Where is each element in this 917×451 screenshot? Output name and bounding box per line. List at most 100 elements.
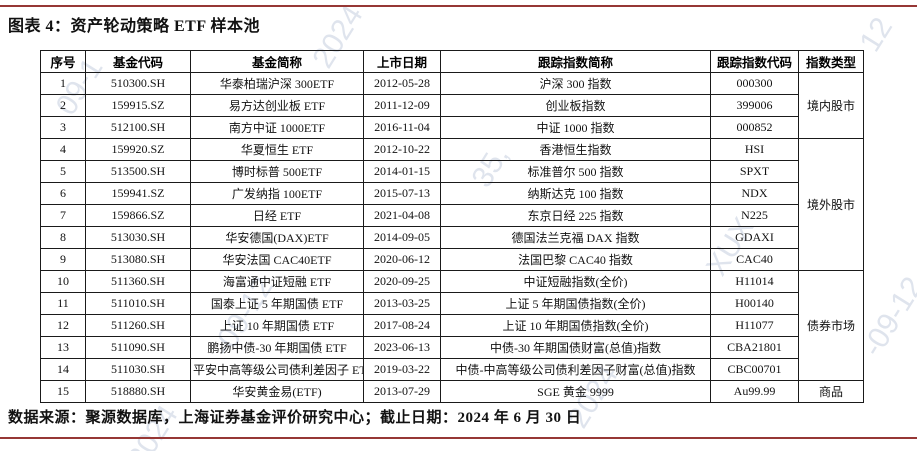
listing-date-cell: 2011-12-09 xyxy=(363,94,441,117)
fund-name-cell: 博时标普 500ETF xyxy=(190,160,364,183)
fund-name-cell: 华泰柏瑞沪深 300ETF xyxy=(190,72,364,95)
listing-date-cell: 2021-04-08 xyxy=(363,204,441,227)
index-code-cell: Au99.99 xyxy=(710,380,799,403)
table-row: 2 159915.SZ 易方达创业板 ETF 2011-12-09 创业板指数 39900… xyxy=(40,94,864,117)
index-name-cell: 东京日经 225 指数 xyxy=(440,204,711,227)
row-no-cell: 8 xyxy=(40,226,86,249)
index-code-cell: H11014 xyxy=(710,270,799,293)
listing-date-cell: 2015-07-13 xyxy=(363,182,441,205)
table-row: 5 513500.SH 博时标普 500ETF 2014-01-15 标准普尔 500 … xyxy=(40,160,864,183)
fund-name-cell: 易方达创业板 ETF xyxy=(190,94,364,117)
index-name-cell: 香港恒生指数 xyxy=(440,138,711,161)
index-type-cell: 商品 xyxy=(798,380,864,403)
etf-sample-pool-table: 序号 基金代码 基金简称 上市日期 跟踪指数简称 跟踪指数代码 指数类型 1 510300.S… xyxy=(40,50,864,403)
index-name-cell: 法国巴黎 CAC40 指数 xyxy=(440,248,711,271)
index-name-cell: 中证 1000 指数 xyxy=(440,116,711,139)
figure-title: 图表 4：资产轮动策略 ETF 样本池 xyxy=(8,18,261,35)
row-no-cell: 4 xyxy=(40,138,86,161)
watermark-text: -09-12 xyxy=(855,271,917,363)
row-no-cell: 11 xyxy=(40,292,86,315)
index-type-cell: 境内股市 xyxy=(798,72,864,139)
row-no-cell: 3 xyxy=(40,116,86,139)
index-code-cell: CBA21801 xyxy=(710,336,799,359)
row-no-cell: 5 xyxy=(40,160,86,183)
index-name-cell: 纳斯达克 100 指数 xyxy=(440,182,711,205)
fund-code-cell: 513030.SH xyxy=(85,226,191,249)
index-name-cell: 标准普尔 500 指数 xyxy=(440,160,711,183)
index-name-cell: 沪深 300 指数 xyxy=(440,72,711,95)
column-header: 指数类型 xyxy=(798,50,864,73)
index-code-cell: CBC00701 xyxy=(710,358,799,381)
column-header: 跟踪指数简称 xyxy=(440,50,711,73)
fund-code-cell: 513080.SH xyxy=(85,248,191,271)
table-row: 15 518880.SH 华安黄金易(ETF) 2013-07-29 SGE 黄金 99… xyxy=(40,380,864,403)
index-name-cell: 中债-中高等级公司债利差因子财富(总值)指数 xyxy=(440,358,711,381)
column-header: 序号 xyxy=(40,50,86,73)
table-row: 9 513080.SH 华安法国 CAC40ETF 2020-06-12 法国巴黎 CA… xyxy=(40,248,864,271)
fund-code-cell: 511260.SH xyxy=(85,314,191,337)
row-no-cell: 14 xyxy=(40,358,86,381)
fund-code-cell: 159920.SZ xyxy=(85,138,191,161)
row-no-cell: 10 xyxy=(40,270,86,293)
table-row: 14 511030.SH 平安中高等级公司债利差因子 ETF 2019-03-22 中债… xyxy=(40,358,864,381)
listing-date-cell: 2013-03-25 xyxy=(363,292,441,315)
index-code-cell: CAC40 xyxy=(710,248,799,271)
listing-date-cell: 2013-07-29 xyxy=(363,380,441,403)
fund-name-cell: 日经 ETF xyxy=(190,204,364,227)
row-no-cell: 12 xyxy=(40,314,86,337)
index-code-cell: H00140 xyxy=(710,292,799,315)
listing-date-cell: 2012-05-28 xyxy=(363,72,441,95)
index-name-cell: 上证 10 年期国债指数(全价) xyxy=(440,314,711,337)
row-no-cell: 1 xyxy=(40,72,86,95)
row-no-cell: 9 xyxy=(40,248,86,271)
fund-code-cell: 159915.SZ xyxy=(85,94,191,117)
index-code-cell: H11077 xyxy=(710,314,799,337)
fund-name-cell: 国泰上证 5 年期国债 ETF xyxy=(190,292,364,315)
fund-code-cell: 511010.SH xyxy=(85,292,191,315)
listing-date-cell: 2014-09-05 xyxy=(363,226,441,249)
column-header: 上市日期 xyxy=(363,50,441,73)
column-header: 基金简称 xyxy=(190,50,364,73)
table-row: 6 159941.SZ 广发纳指 100ETF 2015-07-13 纳斯达克 100 … xyxy=(40,182,864,205)
column-header: 跟踪指数代码 xyxy=(710,50,799,73)
table-row: 1 510300.SH 华泰柏瑞沪深 300ETF 2012-05-28 沪深 300 … xyxy=(40,72,864,139)
fund-code-cell: 510300.SH xyxy=(85,72,191,95)
fund-code-cell: 511090.SH xyxy=(85,336,191,359)
fund-code-cell: 513500.SH xyxy=(85,160,191,183)
fund-name-cell: 鹏扬中债-30 年期国债 ETF xyxy=(190,336,364,359)
fund-name-cell: 华夏恒生 ETF xyxy=(190,138,364,161)
fund-code-cell: 159941.SZ xyxy=(85,182,191,205)
index-name-cell: 德国法兰克福 DAX 指数 xyxy=(440,226,711,249)
table-row: 12 511260.SH 上证 10 年期国债 ETF 2017-08-24 上证 10… xyxy=(40,314,864,337)
fund-code-cell: 511360.SH xyxy=(85,270,191,293)
fund-name-cell: 上证 10 年期国债 ETF xyxy=(190,314,364,337)
index-name-cell: SGE 黄金 9999 xyxy=(440,380,711,403)
listing-date-cell: 2020-06-12 xyxy=(363,248,441,271)
table-header-row: 序号 基金代码 基金简称 上市日期 跟踪指数简称 跟踪指数代码 指数类型 xyxy=(40,50,864,73)
index-code-cell: 399006 xyxy=(710,94,799,117)
fund-code-cell: 512100.SH xyxy=(85,116,191,139)
index-code-cell: HSI xyxy=(710,138,799,161)
table-row: 10 511360.SH 海富通中证短融 ETF 2020-09-25 中证短融指数(全… xyxy=(40,270,864,381)
index-name-cell: 中债-30 年期国债财富(总值)指数 xyxy=(440,336,711,359)
table-row: 8 513030.SH 华安德国(DAX)ETF 2014-09-05 德国法兰克福 D… xyxy=(40,226,864,249)
row-no-cell: 2 xyxy=(40,94,86,117)
listing-date-cell: 2023-06-13 xyxy=(363,336,441,359)
index-name-cell: 中证短融指数(全价) xyxy=(440,270,711,293)
row-no-cell: 13 xyxy=(40,336,86,359)
fund-code-cell: 518880.SH xyxy=(85,380,191,403)
top-rule xyxy=(0,5,917,7)
data-source-note: 数据来源：聚源数据库，上海证券基金评价研究中心；截止日期：2024 年 6 月 … xyxy=(8,410,582,426)
fund-name-cell: 南方中证 1000ETF xyxy=(190,116,364,139)
row-no-cell: 6 xyxy=(40,182,86,205)
fund-name-cell: 华安黄金易(ETF) xyxy=(190,380,364,403)
index-name-cell: 上证 5 年期国债指数(全价) xyxy=(440,292,711,315)
index-type-cell: 债券市场 xyxy=(798,270,864,381)
bottom-rule xyxy=(0,437,917,439)
index-code-cell: 000852 xyxy=(710,116,799,139)
table-row: 11 511010.SH 国泰上证 5 年期国债 ETF 2013-03-25 上证 5… xyxy=(40,292,864,315)
table-row: 4 159920.SZ 华夏恒生 ETF 2012-10-22 香港恒生指数 HSI 境外股… xyxy=(40,138,864,271)
fund-name-cell: 平安中高等级公司债利差因子 ETF xyxy=(190,358,364,381)
row-no-cell: 7 xyxy=(40,204,86,227)
